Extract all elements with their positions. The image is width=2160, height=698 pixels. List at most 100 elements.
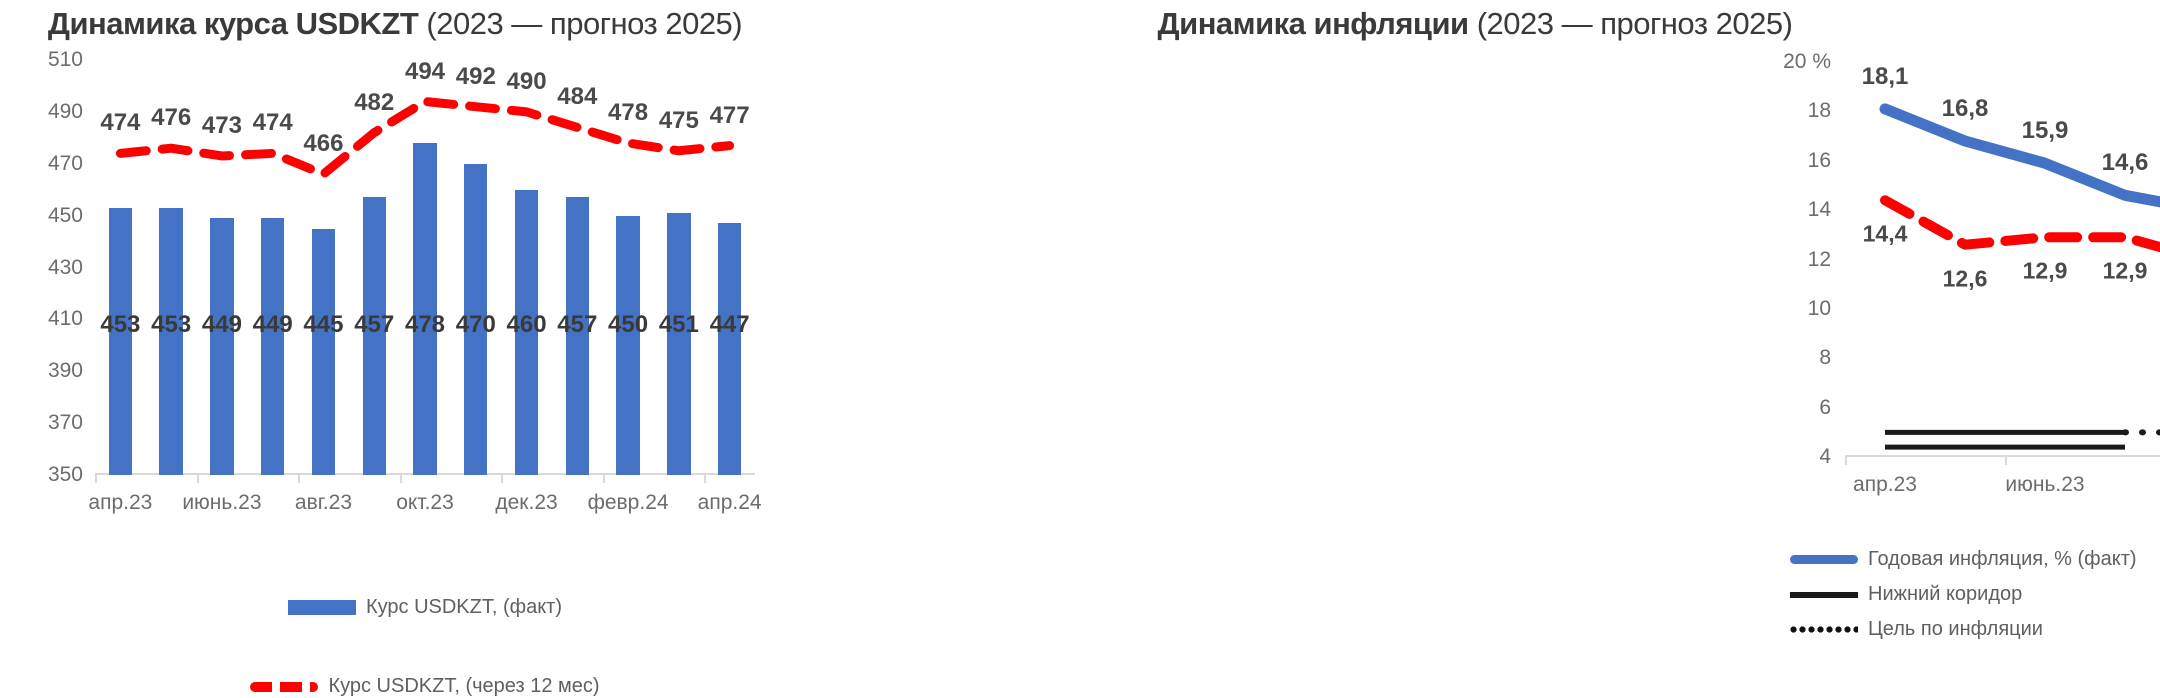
inflation-chart-title: Динамика инфляции (2023 — прогноз 2025) bbox=[790, 6, 2160, 42]
usdkzt-y-tick: 410 bbox=[47, 307, 83, 331]
usdkzt-forecast-value-label: 473 bbox=[201, 111, 242, 139]
dotted-line-black-icon bbox=[1790, 626, 1858, 633]
usdkzt-x-tick: февр.24 bbox=[587, 491, 669, 514]
usdkzt-x-tick: апр.23 bbox=[88, 491, 153, 514]
usdkzt-bar[interactable] bbox=[717, 223, 742, 475]
usdkzt-axis-tick-mark bbox=[501, 475, 504, 483]
usdkzt-bar-value-label: 478 bbox=[404, 311, 446, 339]
legend-label: Курс USDKZT, (факт) bbox=[365, 596, 563, 618]
usdkzt-forecast-value-label: 477 bbox=[709, 101, 750, 129]
usdkzt-title-main: Динамика курса USDKZT bbox=[47, 6, 419, 41]
inflation-forecast-value-label: 12,6 bbox=[1942, 265, 1988, 292]
legend-label: Курс USDKZT, (через 12 мес) bbox=[328, 675, 600, 697]
inflation-actual-value-label: 18,1 bbox=[1861, 62, 1909, 90]
usdkzt-axis-tick-mark bbox=[704, 475, 707, 483]
inflation-y-tick: 4 bbox=[1819, 445, 1831, 468]
legend-label: Нижний коридор bbox=[1868, 583, 2023, 605]
usdkzt-forecast-value-label: 478 bbox=[608, 99, 649, 126]
inflation-y-tick: 18 bbox=[1807, 99, 1831, 123]
usdkzt-bar-value-label: 445 bbox=[303, 311, 344, 339]
inflation-title-sub: (2023 — прогноз 2025) bbox=[1468, 6, 1793, 41]
usdkzt-y-tick: 370 bbox=[47, 411, 83, 435]
usdkzt-forecast-value-label: 466 bbox=[303, 130, 344, 158]
usdkzt-axis-tick-mark bbox=[196, 475, 199, 483]
inflation-y-tick: 14 bbox=[1807, 198, 1831, 222]
usdkzt-chart-panel: Динамика курса USDKZT (2023 — прогноз 20… bbox=[0, 0, 790, 697]
usdkzt-bar-value-label: 447 bbox=[709, 311, 750, 339]
usdkzt-bar[interactable] bbox=[413, 143, 437, 475]
inflation-forecast-value-label: 12,9 bbox=[2022, 257, 2068, 284]
usdkzt-axis-tick-mark bbox=[298, 475, 301, 483]
usdkzt-bar[interactable] bbox=[311, 228, 336, 475]
usdkzt-y-tick: 470 bbox=[47, 151, 83, 175]
usdkzt-bar[interactable] bbox=[667, 213, 691, 475]
usdkzt-forecast-value-label: 476 bbox=[151, 104, 192, 132]
legend-label: Годовая инфляция, % (факт) bbox=[1868, 548, 2137, 570]
inflation-y-tick: 6 bbox=[1819, 395, 1831, 419]
inflation-legend: Годовая инфляция, % (факт) Прогнозная ин… bbox=[1790, 548, 2160, 653]
usdkzt-y-tick: 450 bbox=[47, 203, 83, 227]
inflation-y-tick: 8 bbox=[1819, 346, 1831, 370]
usdkzt-x-tick: апр.24 bbox=[697, 491, 762, 514]
inflation-actual-value-label: 14,6 bbox=[2101, 149, 2149, 177]
solid-line-black-icon bbox=[1790, 591, 1858, 598]
inflation-chart-panel: Динамика инфляции (2023 — прогноз 2025) … bbox=[790, 0, 2160, 652]
usdkzt-axis-tick-mark bbox=[602, 475, 605, 483]
inflation-axis-tick-mark bbox=[2005, 457, 2007, 465]
usdkzt-legend: Курс USDKZT, (факт) Курс USDKZT, (через … bbox=[95, 596, 755, 698]
usdkzt-y-tick: 390 bbox=[47, 359, 83, 383]
legend-item-inflation-target[interactable]: Цель по инфляции bbox=[1790, 618, 2160, 641]
legend-item-usdkzt-fact[interactable]: Курс USDKZT, (факт) bbox=[287, 596, 563, 619]
usdkzt-axis-tick-mark bbox=[399, 475, 402, 483]
inflation-actual-value-label: 16,8 bbox=[1941, 95, 1989, 122]
usdkzt-forecast-value-label: 492 bbox=[455, 62, 496, 90]
usdkzt-bar-value-label: 449 bbox=[252, 311, 293, 339]
usdkzt-axis-tick-mark bbox=[95, 475, 97, 483]
inflation-actual-value-label: 15,9 bbox=[2021, 117, 2069, 145]
usdkzt-forecast-value-label: 475 bbox=[658, 106, 699, 134]
inflation-y-tick: 12 bbox=[1807, 247, 1831, 271]
inflation-forecast-value-label: 14,4 bbox=[1862, 220, 1908, 247]
usdkzt-y-tick: 490 bbox=[47, 99, 83, 123]
usdkzt-bar[interactable] bbox=[514, 189, 539, 475]
usdkzt-forecast-value-label: 484 bbox=[557, 83, 598, 111]
usdkzt-x-tick: дек.23 bbox=[495, 491, 558, 514]
dashed-line-red-icon bbox=[250, 681, 319, 692]
legend-item-lower-corridor[interactable]: Нижний коридор bbox=[1790, 583, 2160, 606]
usdkzt-bar-value-label: 453 bbox=[151, 311, 192, 339]
usdkzt-x-tick: июнь.23 bbox=[182, 491, 262, 514]
inflation-series-layer bbox=[1879, 103, 2160, 450]
legend-item-usdkzt-forecast[interactable]: Курс USDKZT, (через 12 мес) bbox=[250, 675, 600, 698]
usdkzt-bar[interactable] bbox=[261, 218, 285, 475]
usdkzt-bar[interactable] bbox=[362, 197, 386, 475]
inflation-axis-tick-mark bbox=[1845, 457, 1847, 465]
usdkzt-bar-value-label: 470 bbox=[455, 311, 496, 339]
solid-line-blue-icon bbox=[1790, 555, 1858, 564]
usdkzt-bar[interactable] bbox=[464, 163, 488, 475]
usdkzt-x-tick: авг.23 bbox=[294, 491, 353, 514]
usdkzt-bar[interactable] bbox=[210, 218, 234, 475]
usdkzt-bar-value-label: 449 bbox=[201, 311, 242, 339]
inflation-y-tick: 16 bbox=[1807, 148, 1831, 172]
usdkzt-bar[interactable] bbox=[565, 197, 589, 475]
usdkzt-bar[interactable] bbox=[159, 207, 183, 475]
usdkzt-bar-value-label: 453 bbox=[100, 311, 141, 339]
usdkzt-x-tick: окт.23 bbox=[396, 491, 454, 514]
usdkzt-bar[interactable] bbox=[616, 215, 640, 475]
usdkzt-bar-value-label: 460 bbox=[506, 311, 547, 339]
usdkzt-forecast-value-label: 490 bbox=[506, 67, 547, 95]
usdkzt-forecast-line-layer bbox=[115, 97, 735, 179]
usdkzt-forecast-value-label: 474 bbox=[100, 109, 141, 137]
usdkzt-bar[interactable] bbox=[108, 207, 133, 475]
inflation-title-main: Динамика инфляции bbox=[1157, 6, 1470, 41]
inflation-x-axis bbox=[1845, 455, 2160, 457]
usdkzt-y-tick: 350 bbox=[47, 463, 83, 486]
legend-item-annual-inflation[interactable]: Годовая инфляция, % (факт) bbox=[1790, 548, 2160, 571]
legend-label: Цель по инфляции bbox=[1868, 618, 2043, 640]
bar-swatch-blue-icon bbox=[287, 600, 356, 615]
inflation-y-tick: 10 bbox=[1807, 296, 1831, 320]
usdkzt-title-sub: (2023 — прогноз 2025) bbox=[418, 6, 743, 41]
usdkzt-forecast-value-label: 482 bbox=[354, 88, 395, 116]
